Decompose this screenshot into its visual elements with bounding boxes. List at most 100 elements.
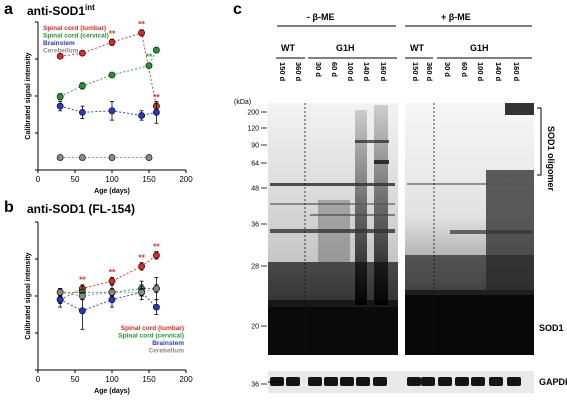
kda-unit-label: (kDa)	[234, 99, 251, 106]
x-tick-label: 50	[71, 175, 80, 184]
data-point	[108, 107, 116, 115]
panel-a-title: anti-SOD1	[27, 4, 85, 18]
data-point	[108, 71, 116, 79]
data-point	[152, 303, 160, 311]
lane-label: 30 d	[443, 62, 452, 77]
data-point	[79, 292, 86, 300]
data-point	[56, 288, 64, 296]
blot-minus-bme	[268, 103, 398, 355]
x-tick-label: 100	[105, 375, 119, 384]
group-wt-left: WT	[281, 43, 295, 53]
blot-left-monomer-band	[268, 300, 398, 355]
sod1-label: SOD1	[539, 323, 564, 333]
lane-label: 360 d	[425, 62, 434, 82]
group-g1h-left: G1H	[336, 43, 355, 53]
lane-label: 60 d	[330, 62, 339, 77]
significance-label: **	[79, 275, 86, 285]
data-point	[145, 154, 153, 161]
lane-label: 150 d	[278, 62, 287, 82]
data-point	[138, 29, 145, 37]
svg-text:anti-SOD1int: anti-SOD1int	[27, 3, 95, 18]
x-tick-label: 150	[142, 375, 156, 384]
x-tick-label: 100	[105, 175, 119, 184]
gapdh-blot	[268, 371, 534, 393]
kda-marker: 28	[251, 264, 259, 271]
legend-entry: Spinal cord (lumbar)	[43, 25, 106, 32]
panel-b: b anti-SOD1 (FL-154) 0 50 100 150 200 Age (da…	[4, 199, 193, 395]
series-line	[59, 254, 157, 301]
x-tick-label: 200	[179, 175, 193, 184]
gapdh-band	[308, 377, 322, 386]
data-point	[152, 108, 160, 116]
data-point	[152, 251, 160, 259]
y-axis-label: Calibrated signal intensity	[25, 252, 32, 339]
gapdh-label: GAPDH	[539, 377, 567, 387]
gapdh-band	[407, 377, 421, 386]
data-point	[56, 52, 64, 60]
data-point	[108, 277, 116, 285]
significance-label: **	[153, 241, 160, 251]
significance-label: **	[138, 252, 145, 262]
data-point	[108, 296, 116, 304]
lane-label: 360 d	[294, 62, 303, 82]
smear-lane-140d	[355, 110, 367, 305]
data-point	[79, 307, 86, 315]
data-point	[108, 288, 116, 296]
kda-marker: 90	[251, 143, 259, 150]
condition-minus-bme: - β-ME	[307, 12, 335, 22]
lane-label: 160 d	[379, 62, 388, 82]
gapdh-band	[340, 377, 354, 386]
data-point	[152, 285, 160, 292]
x-tick-label: 200	[179, 375, 193, 384]
gapdh-band	[356, 377, 370, 386]
panel-c: c - β-ME + β-ME WT G1H WT G1H 150 d 360 d…	[233, 1, 567, 393]
blot-right-monomer-band	[405, 290, 534, 355]
legend-entry: Brainstem	[43, 40, 75, 47]
legend-entry: Spinal cord (lumbar)	[121, 325, 184, 332]
legend: Spinal cord (lumbar)Spinal cord (cervica…	[118, 325, 184, 355]
gapdh-band	[471, 377, 485, 386]
legend-entry: Brainstem	[152, 340, 184, 347]
group-g1h-right: G1H	[470, 43, 489, 53]
oligomer-label: SOD1 oligomer	[546, 126, 556, 192]
significance-label: **	[109, 267, 116, 277]
lane-label: 100 d	[346, 62, 355, 82]
group-wt-right: WT	[410, 43, 424, 53]
x-tick-label: 50	[71, 375, 80, 384]
kda-marker: 36	[251, 382, 259, 389]
series-line	[60, 49, 157, 98]
data-point	[56, 296, 64, 304]
legend-entry: Spinal cord (cervical)	[43, 33, 109, 40]
significance-label: **	[138, 19, 145, 29]
lane-labels: 150 d 360 d 30 d 60 d 100 d 140 d 160 d 150 d 36…	[278, 62, 521, 82]
panel-a-title-sup: int	[85, 3, 95, 12]
kda-marker: 120	[247, 126, 259, 133]
data-point	[79, 82, 86, 90]
kda-markers: 200 120 90 64 48 36 28 20 36	[247, 110, 267, 389]
significance-label: **	[146, 52, 153, 62]
kda-marker: 36	[251, 222, 259, 229]
blot-plus-bme	[405, 103, 534, 355]
kda-marker: 64	[251, 161, 259, 168]
chart-b: 0 50 100 150 200 Age (days) Calibrated signal …	[25, 221, 193, 395]
series-spinal-cord-cervical-: **	[56, 46, 160, 101]
condition-plus-bme: + β-ME	[441, 12, 471, 22]
x-tick-label: 0	[36, 175, 41, 184]
lane-label: 150 d	[411, 62, 420, 82]
gapdh-band	[489, 377, 503, 386]
significance-label: **	[153, 92, 160, 102]
x-tick-label: 150	[142, 175, 156, 184]
series-brainstem	[56, 101, 160, 124]
legend-entry: Cerebellum	[43, 48, 79, 55]
lane-label: 140 d	[362, 62, 371, 82]
data-point	[138, 262, 145, 270]
lane-label: 140 d	[494, 62, 503, 82]
data-point	[79, 108, 86, 116]
panel-letter-a: a	[4, 1, 13, 18]
gapdh-band	[455, 377, 469, 386]
smear-right-top	[505, 103, 534, 115]
x-tick-label: 0	[36, 375, 41, 384]
lane-label: 100 d	[476, 62, 485, 82]
x-axis-label: Age (days)	[94, 188, 130, 195]
data-point	[79, 154, 86, 161]
